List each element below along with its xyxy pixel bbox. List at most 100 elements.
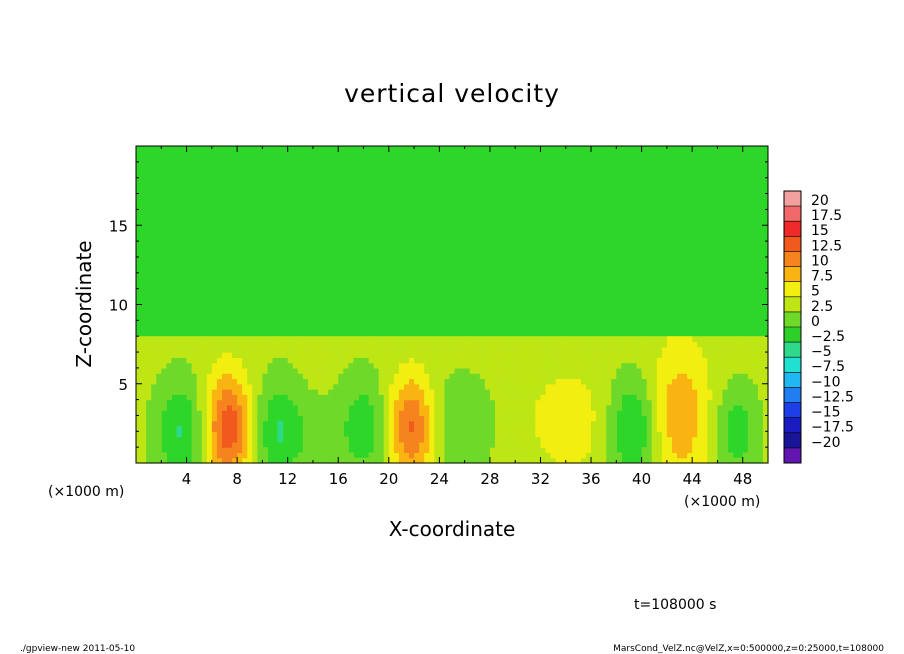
heatmap-cell [580,426,587,432]
heatmap-cell [403,357,410,364]
heatmap-cell [591,389,597,395]
heatmap-cell [555,373,562,380]
heatmap-cell [323,441,329,448]
heatmap-cell [297,367,304,374]
heatmap-cell [530,399,537,406]
heatmap-cell [702,404,708,411]
heatmap-cell [707,357,713,364]
heatmap-cell [575,367,582,374]
heatmap-cell [201,447,208,454]
heatmap-cell [712,389,719,395]
heatmap-cell [646,399,653,406]
heatmap-cell [515,452,521,459]
heatmap-cell [373,357,380,364]
x-tick-label: 32 [531,470,550,488]
heatmap-cell [692,336,698,343]
heatmap-cell [338,420,344,427]
heatmap-cell [221,341,228,348]
heatmap-cell [494,415,501,422]
heatmap-cell [591,394,597,401]
heatmap-cell [257,436,263,443]
heatmap-cell [409,389,415,395]
heatmap-cell [454,447,461,454]
heatmap-cell [494,367,501,374]
heatmap-cell [262,399,269,406]
heatmap-cell [429,420,435,427]
heatmap-cell [444,415,451,422]
heatmap-cell [575,341,582,348]
heatmap-cell [484,336,491,343]
heatmap-cell [328,436,334,443]
heatmap-cell [641,447,648,454]
heatmap-cell [318,346,324,353]
heatmap-cell [196,367,203,374]
heatmap-cell [530,426,537,432]
heatmap-cell [747,367,754,374]
heatmap-cell [181,336,188,343]
heatmap-cell [702,452,708,459]
heatmap-cell [439,346,446,353]
heatmap-cell [424,404,430,411]
heatmap-cell [409,378,415,385]
heatmap-cell [636,352,643,358]
heatmap-cell [505,367,511,374]
heatmap-cell [727,373,734,380]
heatmap-cell [682,420,688,427]
heatmap-cell [287,357,294,364]
heatmap-cell [429,404,435,411]
heatmap-cell [757,404,764,411]
heatmap-cell [181,362,188,369]
heatmap-cell [742,357,749,364]
heatmap-cell [687,341,693,348]
heatmap-cell [520,378,526,385]
heatmap-cell [459,410,466,417]
heatmap-cell [545,431,552,438]
heatmap-cell [201,383,208,390]
heatmap-cell [459,436,466,443]
heatmap-cell [211,336,218,343]
heatmap-cell [429,389,435,395]
heatmap-cell [515,373,521,380]
heatmap-cell [469,420,476,427]
heatmap-cell [221,431,228,438]
heatmap-cell [474,431,481,438]
heatmap-cell [439,394,446,401]
heatmap-cell [752,394,759,401]
heatmap-cell [535,452,542,459]
heatmap-cell [262,341,269,348]
heatmap-cell [459,341,466,348]
heatmap-cell [257,404,263,411]
heatmap-cell [201,410,208,417]
heatmap-cell [479,447,486,454]
heatmap-cell [383,410,390,417]
heatmap-cell [479,336,486,343]
heatmap-cell [232,357,238,364]
heatmap-cell [591,399,597,406]
heatmap-cell [464,420,471,427]
heatmap-cell [697,426,703,432]
heatmap-cell [742,452,749,459]
heatmap-cell [434,436,440,443]
heatmap-cell [383,426,390,432]
heatmap-cell [383,441,390,448]
heatmap-cell [555,426,562,432]
heatmap-cell [318,383,324,390]
heatmap-cell [257,447,263,454]
heatmap-cell [560,336,567,343]
heatmap-cell [307,404,314,411]
heatmap-cell [257,357,263,364]
heatmap-cell [282,341,289,348]
heatmap-cell [747,441,754,448]
heatmap-cell [444,362,451,369]
heatmap-cell [550,436,557,443]
heatmap-cell [141,457,147,464]
heatmap-cell [515,341,521,348]
heatmap-cell [398,394,405,401]
heatmap-cell [525,383,531,390]
heatmap-cell [505,383,511,390]
heatmap-cell [196,436,203,443]
heatmap-cell [646,431,653,438]
heatmap-cell [439,447,446,454]
heatmap-cell [383,389,390,395]
heatmap-cell [570,420,577,427]
